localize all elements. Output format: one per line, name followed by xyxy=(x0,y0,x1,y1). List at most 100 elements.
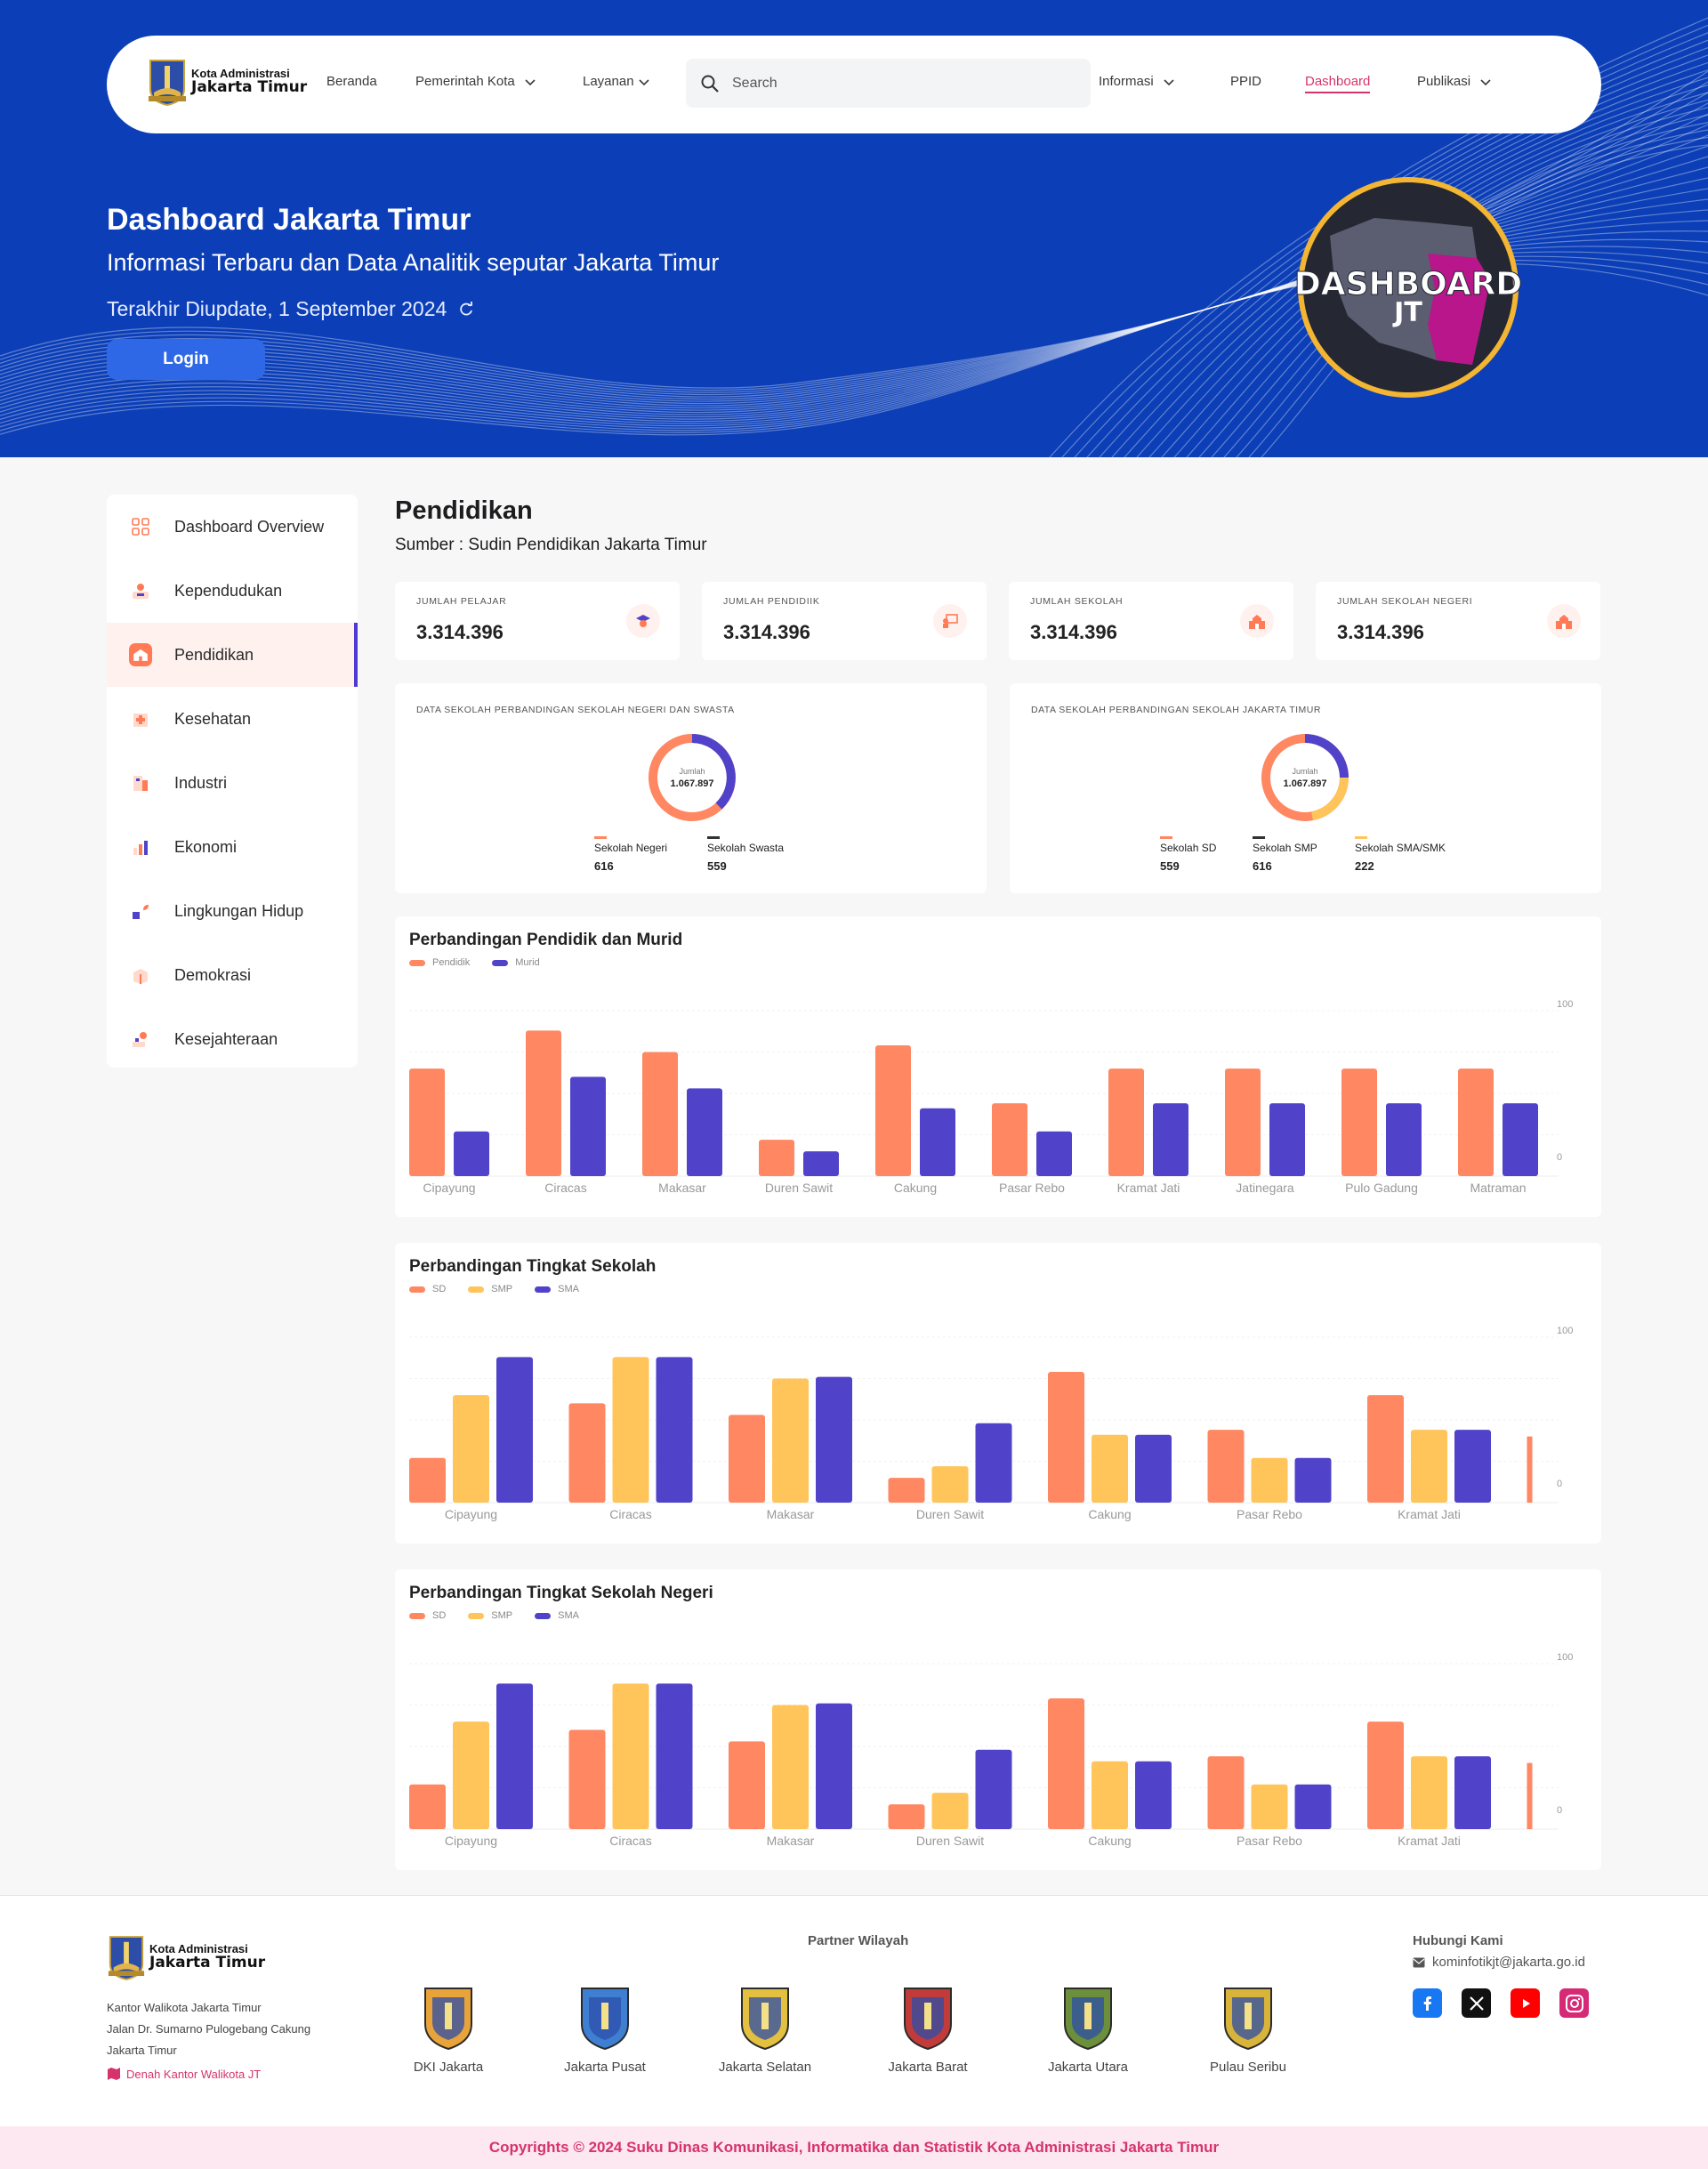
legend-pendidik[interactable]: Pendidik xyxy=(409,957,470,968)
bar-sd-cipayung[interactable] xyxy=(409,1784,446,1829)
bar-smp-makasar[interactable] xyxy=(772,1705,809,1830)
bar-pendidik-ciracas[interactable] xyxy=(526,1030,561,1176)
bar-sd-kramat-jati[interactable] xyxy=(1367,1395,1404,1503)
bar-smp-cakung[interactable] xyxy=(1092,1434,1128,1503)
sidebar-item-kependudukan[interactable]: Kependudukan xyxy=(107,559,358,623)
bar-sma-pasar-rebo[interactable] xyxy=(1294,1457,1332,1503)
bar-sd-kramat-jati[interactable] xyxy=(1367,1721,1404,1829)
bar-smp-cipayung[interactable] xyxy=(453,1395,489,1503)
bar-sd-cakung[interactable] xyxy=(1048,1372,1084,1503)
bar-sma-cipayung[interactable] xyxy=(496,1357,533,1503)
nav-beranda[interactable]: Beranda xyxy=(326,74,377,89)
partner-jakarta-selatan[interactable]: Jakarta Selatan xyxy=(698,1985,832,2075)
bar-smp-kramat-jati[interactable] xyxy=(1411,1756,1447,1829)
bar-murid-makasar[interactable] xyxy=(687,1088,722,1176)
sidebar-item-ekonomi[interactable]: Ekonomi xyxy=(107,815,358,879)
legend-sma[interactable]: SMA xyxy=(535,1610,579,1621)
sidebar-item-lingkungan-hidup[interactable]: Lingkungan Hidup xyxy=(107,879,358,943)
bar-sma-makasar[interactable] xyxy=(816,1703,852,1829)
bar-murid-pasar-rebo[interactable] xyxy=(1036,1131,1072,1176)
bar-sma-duren-sawit[interactable] xyxy=(975,1423,1012,1503)
site-logo[interactable]: Kota Administrasi Jakarta Timur xyxy=(147,57,307,107)
bar-smp-duren-sawit[interactable] xyxy=(931,1793,969,1829)
sidebar-item-dashboard-overview[interactable]: Dashboard Overview xyxy=(107,495,358,559)
legend-smp[interactable]: SMP xyxy=(468,1610,512,1621)
bar-sd-makasar[interactable] xyxy=(729,1415,765,1503)
login-button[interactable]: Login xyxy=(107,339,265,380)
bar-sd-ciracas[interactable] xyxy=(568,1403,606,1503)
bar-smp-pasar-rebo[interactable] xyxy=(1251,1784,1288,1829)
bar-smp-duren-sawit[interactable] xyxy=(931,1466,969,1503)
bar-murid-pulo-gadung[interactable] xyxy=(1386,1103,1422,1176)
bar-murid-jatinegara[interactable] xyxy=(1269,1103,1305,1176)
bar-smp-kramat-jati[interactable] xyxy=(1411,1430,1447,1503)
bar-murid-kramat-jati[interactable] xyxy=(1153,1103,1188,1176)
bar-smp-ciracas[interactable] xyxy=(612,1357,649,1503)
nav-publikasi[interactable]: Publikasi xyxy=(1417,74,1492,89)
bar-murid-ciracas[interactable] xyxy=(570,1076,606,1176)
bar-pendidik-jatinegara[interactable] xyxy=(1225,1068,1261,1176)
bar-smp-cakung[interactable] xyxy=(1092,1761,1128,1829)
bar-sd-ciracas[interactable] xyxy=(568,1730,606,1829)
partner-jakarta-pusat[interactable]: Jakarta Pusat xyxy=(538,1985,672,2075)
bar-sma-kramat-jati[interactable] xyxy=(1454,1756,1491,1829)
bar-sd-makasar[interactable] xyxy=(729,1741,765,1829)
partner-jakarta-barat[interactable]: Jakarta Barat xyxy=(861,1985,995,2075)
sidebar-item-pendidikan[interactable]: Pendidikan xyxy=(107,623,358,687)
sidebar-item-kesejahteraan[interactable]: Kesejahteraan xyxy=(107,1007,358,1071)
legend-sd[interactable]: SD xyxy=(409,1284,446,1294)
youtube-icon[interactable] xyxy=(1511,1988,1540,2018)
bar-pendidik-matraman[interactable] xyxy=(1458,1068,1494,1176)
search-input[interactable] xyxy=(732,75,1070,92)
bar-sma-kramat-jati[interactable] xyxy=(1454,1430,1491,1503)
legend-murid[interactable]: Murid xyxy=(492,957,540,968)
partner-dki-jakarta[interactable]: DKI Jakarta xyxy=(382,1985,515,2075)
legend-sd[interactable]: SD xyxy=(409,1610,446,1621)
bar-pendidik-pasar-rebo[interactable] xyxy=(992,1103,1027,1176)
bar-sd-pasar-rebo[interactable] xyxy=(1207,1756,1245,1829)
legend-sma[interactable]: SMA xyxy=(535,1284,579,1294)
bar-smp-makasar[interactable] xyxy=(772,1378,809,1504)
footer-logo[interactable]: Kota Administrasi Jakarta Timur xyxy=(107,1933,265,1981)
bar-sma-cakung[interactable] xyxy=(1135,1434,1172,1503)
bar-sma-makasar[interactable] xyxy=(816,1376,852,1503)
nav-dashboard[interactable]: Dashboard xyxy=(1305,74,1371,93)
bar-smp-pasar-rebo[interactable] xyxy=(1251,1457,1288,1503)
bar-murid-matraman[interactable] xyxy=(1503,1103,1538,1176)
bar-murid-duren-sawit[interactable] xyxy=(803,1151,839,1176)
bar-sma-ciracas[interactable] xyxy=(656,1357,693,1503)
bar-sma-cakung[interactable] xyxy=(1135,1761,1172,1829)
bar-sd-cakung[interactable] xyxy=(1048,1698,1084,1829)
bar-sma-pasar-rebo[interactable] xyxy=(1294,1784,1332,1829)
bar-smp-ciracas[interactable] xyxy=(612,1683,649,1829)
refresh-icon[interactable] xyxy=(457,301,475,318)
sidebar-item-industri[interactable]: Industri xyxy=(107,751,358,815)
search-bar[interactable] xyxy=(686,59,1091,108)
bar-pendidik-cipayung[interactable] xyxy=(409,1068,445,1176)
bar-sd-pasar-rebo[interactable] xyxy=(1207,1430,1245,1503)
bar-pendidik-cakung[interactable] xyxy=(875,1045,911,1176)
bar-murid-cipayung[interactable] xyxy=(454,1131,489,1176)
partner-pulau-seribu[interactable]: Pulau Seribu xyxy=(1181,1985,1315,2075)
bar-murid-cakung[interactable] xyxy=(920,1108,955,1176)
facebook-icon[interactable] xyxy=(1413,1988,1442,2018)
contact-email[interactable]: kominfotikjt@jakarta.go.id xyxy=(1413,1955,1585,1970)
office-map-link[interactable]: Denah Kantor Walikota JT xyxy=(107,2067,261,2081)
bar-sma-ciracas[interactable] xyxy=(656,1683,693,1829)
bar-pendidik-duren-sawit[interactable] xyxy=(759,1140,794,1176)
nav-pemerintah-kota[interactable]: Pemerintah Kota xyxy=(415,74,536,89)
sidebar-item-demokrasi[interactable]: Demokrasi xyxy=(107,943,358,1007)
bar-smp-cipayung[interactable] xyxy=(453,1721,489,1829)
bar-pendidik-kramat-jati[interactable] xyxy=(1108,1068,1144,1176)
nav-informasi[interactable]: Informasi xyxy=(1099,74,1175,89)
legend-smp[interactable]: SMP xyxy=(468,1284,512,1294)
bar-sma-duren-sawit[interactable] xyxy=(975,1749,1012,1829)
partner-jakarta-utara[interactable]: Jakarta Utara xyxy=(1021,1985,1155,2075)
bar-sd-duren-sawit[interactable] xyxy=(888,1804,925,1829)
x-twitter-icon[interactable] xyxy=(1462,1988,1491,2018)
bar-pendidik-makasar[interactable] xyxy=(642,1052,678,1177)
bar-sd-duren-sawit[interactable] xyxy=(888,1478,925,1503)
nav-ppid[interactable]: PPID xyxy=(1230,74,1261,89)
bar-sma-cipayung[interactable] xyxy=(496,1683,533,1829)
bar-pendidik-pulo-gadung[interactable] xyxy=(1341,1068,1377,1176)
